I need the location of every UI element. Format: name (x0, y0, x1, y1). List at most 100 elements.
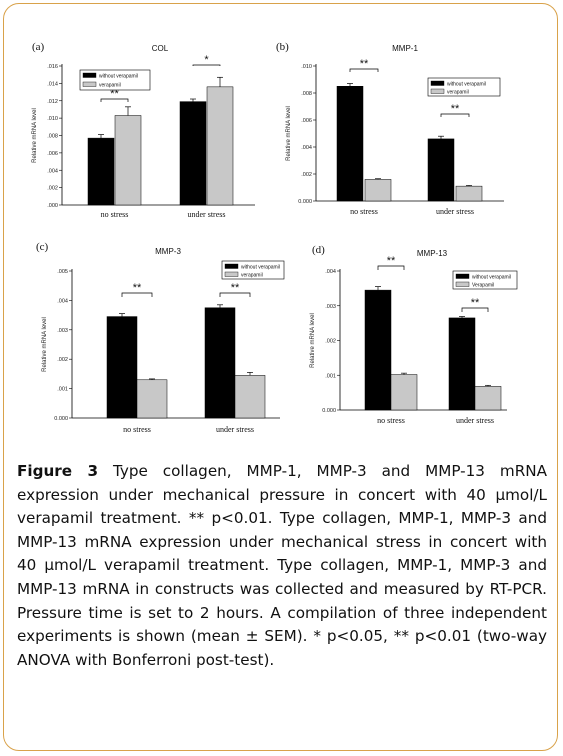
legend-swatch (82, 72, 97, 78)
y-tick-label: .005 (57, 269, 68, 275)
legend-swatch (430, 80, 445, 86)
figure-panels: (a) COL .000 .002 .004 .006 .008 .010 .012 .014 .0… (32, 41, 518, 434)
y-tick-label: .002 (301, 172, 312, 178)
y-tick-label: .002 (325, 339, 336, 345)
figure-caption: Figure 3 Type collagen, MMP-1, MMP-3 and… (17, 460, 547, 672)
bar (336, 86, 364, 202)
x-tick-label: under stress (216, 425, 254, 434)
bar (427, 138, 455, 202)
panel-label: (a) (32, 41, 45, 53)
y-tick-label: .012 (47, 99, 58, 105)
y-tick-label: .002 (57, 357, 68, 363)
bar (87, 137, 115, 206)
legend-label: without verapamil (99, 73, 138, 79)
legend-box (427, 77, 501, 97)
panel-label: (d) (312, 244, 325, 256)
caption-text: Type collagen, MMP-1, MMP-3 and MMP-13 m… (17, 462, 547, 669)
legend-swatch (430, 88, 445, 94)
y-tick-label: .014 (47, 81, 58, 87)
bar (234, 375, 266, 419)
significance-label: ** (133, 282, 142, 294)
x-tick-label: no stress (350, 207, 378, 216)
x-tick-label: no stress (101, 210, 129, 219)
panel-label: (c) (36, 241, 49, 253)
bar (455, 185, 483, 202)
bar (206, 86, 234, 206)
significance-label: ** (360, 58, 369, 70)
y-tick-label: .006 (47, 151, 58, 157)
x-tick-label: under stress (436, 207, 474, 216)
bar (204, 307, 236, 419)
chart-title: MMP-3 (155, 247, 181, 256)
bar (364, 179, 392, 202)
legend-label: without verapamil (472, 274, 511, 280)
y-axis-title: Relative mRNA level (310, 313, 316, 368)
y-tick-label: .002 (47, 186, 58, 192)
y-tick-label: 0.000 (54, 416, 68, 422)
y-tick-label: .004 (325, 269, 336, 275)
legend-label: verapamil (447, 89, 469, 95)
x-tick-label: under stress (456, 416, 494, 425)
x-tick-label: no stress (123, 425, 151, 434)
bar (474, 386, 502, 411)
y-axis-title: Relative mRNA level (286, 106, 292, 161)
significance-bracket (377, 265, 405, 270)
caption-label: Figure 3 (17, 462, 99, 480)
legend-label: Verapamil (472, 282, 494, 288)
y-tick-label: .004 (57, 298, 68, 304)
y-tick-label: .004 (47, 168, 58, 174)
significance-label: ** (387, 255, 396, 267)
panel-label: (b) (276, 41, 289, 53)
y-axis-title: Relative mRNA level (42, 317, 48, 372)
significance-label: ** (110, 88, 119, 100)
legend-label: without verapamil (241, 264, 280, 270)
significance-label: * (204, 54, 209, 66)
y-tick-label: 0.000 (322, 408, 336, 414)
significance-label: ** (451, 103, 460, 115)
chart-title: COL (152, 44, 169, 53)
legend-swatch (224, 263, 239, 269)
significance-label: ** (471, 297, 480, 309)
y-tick-label: .010 (47, 116, 58, 122)
bar (114, 115, 142, 206)
significance-bracket (192, 64, 221, 66)
y-tick-label: .003 (325, 304, 336, 310)
significance-bracket (349, 68, 379, 72)
legend-swatch (224, 271, 239, 277)
legend-box (79, 69, 151, 91)
significance-bracket (440, 113, 470, 117)
chart-title: MMP-13 (417, 249, 448, 258)
legend-label: verapamil (99, 82, 121, 88)
bar (136, 379, 168, 419)
legend-swatch (455, 281, 470, 287)
legend-swatch (82, 81, 97, 87)
legend-label: without verapamil (447, 81, 486, 87)
chart-title: MMP-1 (392, 44, 418, 53)
y-tick-label: .008 (47, 134, 58, 140)
x-tick-label: under stress (188, 210, 226, 219)
bar (390, 374, 418, 411)
y-tick-label: .006 (301, 118, 312, 124)
bar (448, 317, 476, 411)
significance-bracket (100, 98, 129, 102)
y-tick-label: .001 (57, 387, 68, 393)
y-tick-label: .010 (301, 64, 312, 70)
y-tick-label: .001 (325, 373, 336, 379)
y-axis-title: Relative mRNA level (32, 108, 38, 163)
significance-bracket (121, 292, 153, 297)
legend-label: verapamil (241, 272, 263, 278)
significance-bracket (219, 292, 251, 297)
y-tick-label: .016 (47, 64, 58, 70)
x-tick-label: no stress (377, 416, 405, 425)
significance-label: ** (231, 282, 240, 294)
legend-swatch (455, 273, 470, 279)
y-tick-label: 0.000 (298, 199, 312, 205)
bar (364, 289, 392, 411)
y-tick-label: .008 (301, 91, 312, 97)
y-tick-label: .004 (301, 145, 312, 151)
y-tick-label: .003 (57, 328, 68, 334)
bar (179, 101, 207, 206)
bar (106, 316, 138, 419)
y-tick-label: .000 (47, 203, 58, 209)
significance-bracket (461, 307, 489, 312)
